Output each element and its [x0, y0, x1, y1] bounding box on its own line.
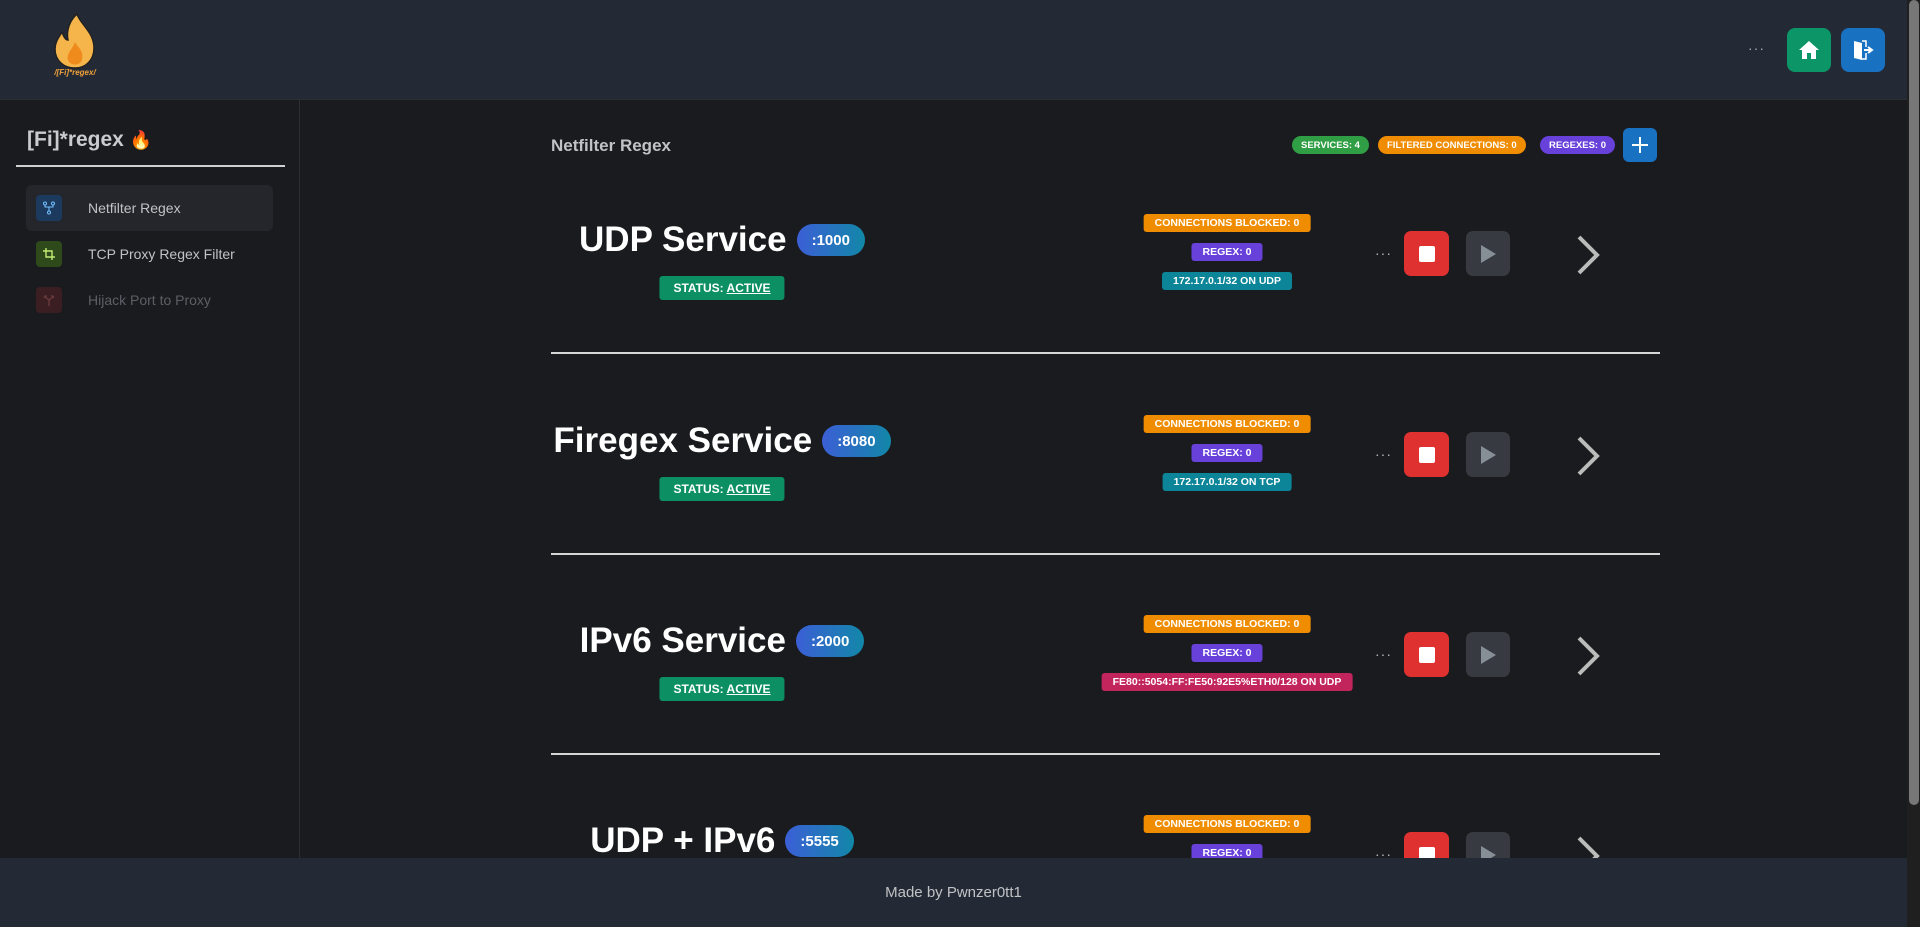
connections-blocked-badge: CONNECTIONS BLOCKED: 0 [1143, 415, 1311, 433]
start-button[interactable] [1466, 231, 1510, 276]
footer-text: Made by Pwnzer0tt1 [885, 884, 1022, 901]
regexes-count-badge: REGEXES: 0 [1540, 136, 1616, 154]
more-menu-button[interactable]: ··· [1748, 40, 1765, 56]
app-header: /[Fi]*regex/ ··· [0, 0, 1907, 100]
status-badge: STATUS: ACTIVE [659, 477, 785, 501]
sidebar-title: [Fi]*regex 🔥 [27, 128, 153, 151]
address-badge: 172.17.0.1/32 ON TCP [1162, 473, 1292, 491]
regex-count-badge: REGEX: 0 [1191, 243, 1263, 261]
service-name: UDP Service [579, 220, 787, 259]
footer: Made by Pwnzer0tt1 [0, 858, 1907, 927]
logo-text: /[Fi]*regex/ [54, 68, 96, 77]
logout-icon [1854, 40, 1874, 60]
regex-count-badge: REGEX: 0 [1191, 444, 1263, 462]
divider [551, 352, 1660, 354]
stop-icon [1418, 446, 1435, 463]
home-icon [1799, 41, 1819, 59]
flame-logo-icon [54, 12, 95, 69]
regex-count-badge: REGEX: 0 [1191, 844, 1263, 858]
port-badge: :8080 [822, 425, 891, 457]
stop-button[interactable] [1404, 231, 1449, 276]
start-button[interactable] [1466, 832, 1510, 858]
home-button[interactable] [1787, 28, 1831, 72]
add-service-button[interactable] [1623, 128, 1657, 162]
service-name: Firegex Service [553, 421, 813, 460]
connections-blocked-badge: CONNECTIONS BLOCKED: 0 [1143, 815, 1311, 833]
sidebar-item-netfilter-regex[interactable]: Netfilter Regex [26, 185, 273, 231]
status-badge: STATUS: ACTIVE [659, 276, 785, 300]
sidebar-item-label: TCP Proxy Regex Filter [88, 246, 235, 262]
stop-button[interactable] [1404, 632, 1449, 677]
connections-blocked-badge: CONNECTIONS BLOCKED: 0 [1143, 615, 1311, 633]
service-menu-button[interactable]: ··· [1375, 446, 1392, 462]
service-row[interactable]: IPv6 Service :2000 STATUS: ACTIVE CONNECT… [551, 555, 1660, 755]
port-badge: :1000 [796, 224, 865, 256]
stop-button[interactable] [1404, 832, 1449, 858]
service-name: UDP + IPv6 [590, 821, 776, 858]
stop-icon [1418, 646, 1435, 663]
sidebar-item-label: Hijack Port to Proxy [88, 292, 211, 308]
service-row[interactable]: Firegex Service :8080 STATUS: ACTIVE CONN… [551, 355, 1660, 555]
play-icon [1481, 244, 1496, 263]
stop-icon [1418, 245, 1435, 262]
port-badge: :2000 [795, 625, 865, 657]
divider [551, 753, 1660, 755]
play-icon [1481, 845, 1496, 858]
arrows-split-icon [36, 287, 62, 313]
address-badge: FE80::5054:FF:FE50:92E5%ETH0/128 ON UDP [1101, 673, 1353, 691]
chevron-right-icon[interactable] [1567, 834, 1607, 858]
regex-count-badge: REGEX: 0 [1191, 644, 1263, 662]
chevron-right-icon[interactable] [1567, 233, 1607, 277]
sidebar-item-hijack-port[interactable]: Hijack Port to Proxy [26, 277, 273, 323]
main-content: Netfilter Regex SERVICES: 4 FILTERED CON… [301, 100, 1907, 858]
address-badge: 172.17.0.1/32 ON UDP [1162, 272, 1292, 290]
play-icon [1481, 645, 1496, 664]
service-menu-button[interactable]: ··· [1375, 245, 1392, 261]
chevron-right-icon[interactable] [1567, 634, 1607, 678]
service-name: IPv6 Service [579, 621, 786, 660]
connections-blocked-badge: CONNECTIONS BLOCKED: 0 [1143, 214, 1311, 232]
service-menu-button[interactable]: ··· [1375, 646, 1392, 662]
service-menu-button[interactable]: ··· [1375, 846, 1392, 858]
port-badge: :5555 [785, 825, 854, 857]
services-count-badge: SERVICES: 4 [1292, 136, 1369, 154]
stop-button[interactable] [1404, 432, 1449, 477]
page-title: Netfilter Regex [551, 136, 671, 155]
chevron-right-icon[interactable] [1567, 434, 1607, 478]
start-button[interactable] [1466, 432, 1510, 477]
plus-icon [1632, 137, 1648, 153]
status-badge: STATUS: ACTIVE [659, 677, 785, 701]
logout-button[interactable] [1841, 28, 1885, 72]
git-fork-icon [36, 195, 62, 221]
sidebar-item-tcp-proxy[interactable]: TCP Proxy Regex Filter [26, 231, 273, 277]
scrollbar-thumb[interactable] [1909, 0, 1919, 805]
divider [16, 165, 285, 167]
divider [551, 553, 1660, 555]
stop-icon [1418, 846, 1435, 858]
firegex-logo[interactable]: /[Fi]*regex/ [40, 12, 110, 88]
crop-icon [36, 241, 62, 267]
service-row[interactable]: UDP + IPv6 :5555 CONNECTIONS BLOCKED: 0 R… [551, 755, 1660, 858]
service-row[interactable]: UDP Service :1000 STATUS: ACTIVE CONNECTI… [551, 154, 1660, 354]
filtered-connections-badge: FILTERED CONNECTIONS: 0 [1378, 136, 1526, 154]
play-icon [1481, 445, 1496, 464]
start-button[interactable] [1466, 632, 1510, 677]
sidebar-item-label: Netfilter Regex [88, 200, 181, 216]
